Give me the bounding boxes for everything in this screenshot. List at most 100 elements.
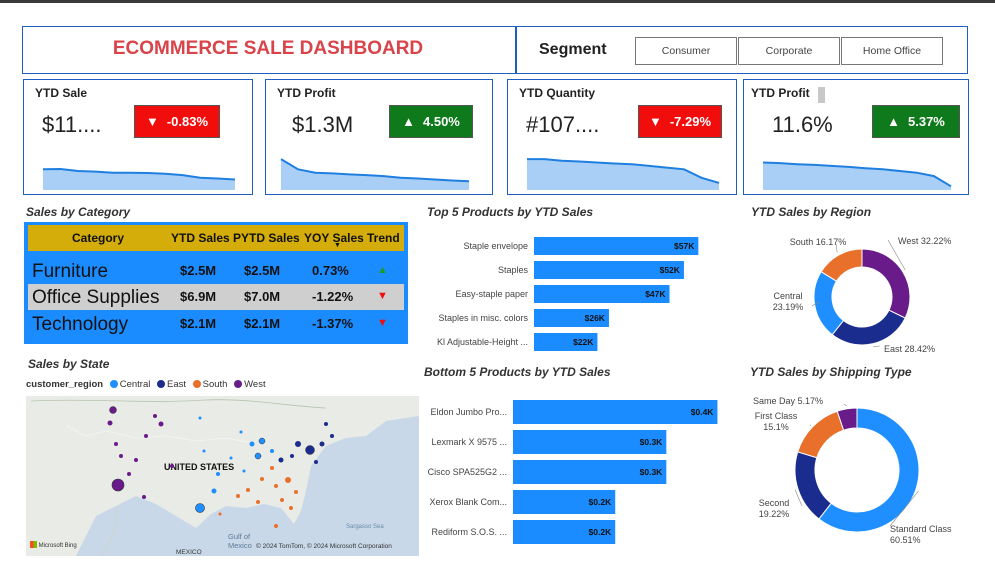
map-bubble[interactable] xyxy=(256,500,260,504)
map-bubble[interactable] xyxy=(260,477,264,481)
bar[interactable] xyxy=(513,520,616,544)
bar[interactable] xyxy=(513,400,718,424)
map-bubble[interactable] xyxy=(314,460,318,464)
bar[interactable] xyxy=(513,490,616,514)
column-header-yoy-sales[interactable]: YOY Sales xyxy=(304,231,364,245)
map-bubble[interactable] xyxy=(111,478,125,492)
sparkline-line xyxy=(762,161,952,188)
map-bubble[interactable] xyxy=(274,484,278,488)
map-bubble[interactable] xyxy=(211,488,217,494)
map-bubble[interactable] xyxy=(229,456,233,460)
segment-consumer-button[interactable]: Consumer xyxy=(635,37,737,65)
map-bubble[interactable] xyxy=(285,477,291,483)
sales-map[interactable]: UNITED STATES Gulf of Mexico Sargasso Se… xyxy=(26,396,419,556)
map-bubble[interactable] xyxy=(109,406,117,414)
table-row[interactable]: Furniture $2.5M $2.5M 0.73% ▲ xyxy=(28,258,404,284)
map-bubble[interactable] xyxy=(158,421,164,427)
region-donut-title: YTD Sales by Region xyxy=(751,205,872,219)
map-copyright: © 2024 TomTom, © 2024 Microsoft Corporat… xyxy=(256,543,392,550)
map-bubble[interactable] xyxy=(294,490,298,494)
map-bubble[interactable] xyxy=(218,512,222,516)
bar-value-label: $0.4K xyxy=(691,407,715,417)
segment-corporate-button[interactable]: Corporate xyxy=(738,37,840,65)
map-bubble[interactable] xyxy=(270,466,274,470)
map-bubble[interactable] xyxy=(246,488,250,492)
map-bubble[interactable] xyxy=(242,469,246,473)
map-bubble[interactable] xyxy=(324,422,328,426)
segment-slicer: Segment Consumer Corporate Home Office xyxy=(516,26,968,74)
kpi-value: $11.... xyxy=(42,112,102,137)
map-bubble[interactable] xyxy=(216,472,220,476)
sparkline-line xyxy=(42,167,236,181)
map-bubble[interactable] xyxy=(153,414,157,418)
table-row[interactable]: Technology $2.1M $2.1M -1.37% ▼ xyxy=(28,311,404,337)
bar[interactable] xyxy=(534,285,670,303)
map-bubble[interactable] xyxy=(202,449,206,453)
bing-logo: Microsoft Bing xyxy=(30,541,77,549)
map-bubble[interactable] xyxy=(134,458,138,462)
bar-value-label: $47K xyxy=(645,289,666,299)
donut-slice[interactable] xyxy=(818,407,920,533)
column-header-pytd-sales[interactable]: PYTD Sales xyxy=(233,231,300,245)
table-row[interactable]: Office Supplies $6.9M $7.0M -1.22% ▼ xyxy=(28,284,404,310)
kpi-title: YTD Profit xyxy=(277,86,336,100)
map-bubble[interactable] xyxy=(236,494,240,498)
map-bubble[interactable] xyxy=(258,437,266,445)
donut-slice[interactable] xyxy=(836,407,858,431)
bar[interactable] xyxy=(534,237,699,255)
bar[interactable] xyxy=(534,261,684,279)
trend-down-icon: ▼ xyxy=(377,290,388,302)
map-bubble[interactable] xyxy=(305,445,315,455)
donut-slice[interactable] xyxy=(831,309,906,346)
map-bubble[interactable] xyxy=(239,430,243,434)
donut-slice[interactable] xyxy=(820,248,863,282)
map-bubble[interactable] xyxy=(295,441,301,447)
kpi-card-ytd-sale: YTD Sale $11.... ▼ -0.83% xyxy=(23,79,253,195)
donut-label: South 16.17% xyxy=(790,237,847,247)
bar[interactable] xyxy=(534,333,598,351)
map-bubble[interactable] xyxy=(249,441,255,447)
legend-item-south[interactable]: South xyxy=(202,379,228,390)
map-bubble[interactable] xyxy=(330,434,334,438)
map-bubble[interactable] xyxy=(195,503,205,513)
map-bubble[interactable] xyxy=(142,495,146,499)
map-bubble[interactable] xyxy=(280,498,284,502)
legend-item-east[interactable]: East xyxy=(166,379,186,390)
map-bubble[interactable] xyxy=(107,420,113,426)
bar-category-label: Staples in misc. colors xyxy=(438,313,528,323)
map-bubble[interactable] xyxy=(144,434,148,438)
map-bubble[interactable] xyxy=(114,442,118,446)
bar[interactable] xyxy=(513,430,667,454)
donut-slice[interactable] xyxy=(861,248,911,319)
map-bubble[interactable] xyxy=(198,416,202,420)
donut-slice[interactable] xyxy=(797,410,845,459)
pytd-sales-cell: $2.5M xyxy=(244,263,281,278)
map-bubble[interactable] xyxy=(170,464,174,468)
legend-item-central[interactable]: Central xyxy=(119,379,151,390)
map-bubble[interactable] xyxy=(319,441,325,447)
map-bubble[interactable] xyxy=(274,524,278,528)
donut-slice[interactable] xyxy=(794,451,832,520)
column-header-category[interactable]: Category xyxy=(72,231,125,245)
column-header-ytd-sales[interactable]: YTD Sales xyxy=(171,231,230,245)
ytd-sales-cell: $2.5M xyxy=(180,263,217,278)
map-bubble[interactable] xyxy=(119,454,123,458)
map-bubble[interactable] xyxy=(289,506,293,510)
bar[interactable] xyxy=(534,309,609,327)
sort-desc-icon[interactable]: ▼ xyxy=(334,242,341,249)
bar[interactable] xyxy=(513,460,667,484)
column-header-trend[interactable]: Trend xyxy=(367,231,400,245)
map-bubble[interactable] xyxy=(290,454,294,458)
map-bubble[interactable] xyxy=(278,457,284,463)
donut-slice[interactable] xyxy=(813,271,845,336)
segment-home-office-button[interactable]: Home Office xyxy=(841,37,943,65)
bar-category-label: Staples xyxy=(498,265,529,275)
map-label-country: UNITED STATES xyxy=(164,462,235,472)
map-bubble[interactable] xyxy=(127,472,131,476)
map-bubble[interactable] xyxy=(254,452,262,460)
donut-leader-line xyxy=(835,243,838,253)
map-bubble[interactable] xyxy=(270,449,274,453)
legend-item-west[interactable]: West xyxy=(244,379,266,390)
kpi-card-ytd-quantity: YTD Quantity #107.... ▼ -7.29% xyxy=(507,79,737,195)
